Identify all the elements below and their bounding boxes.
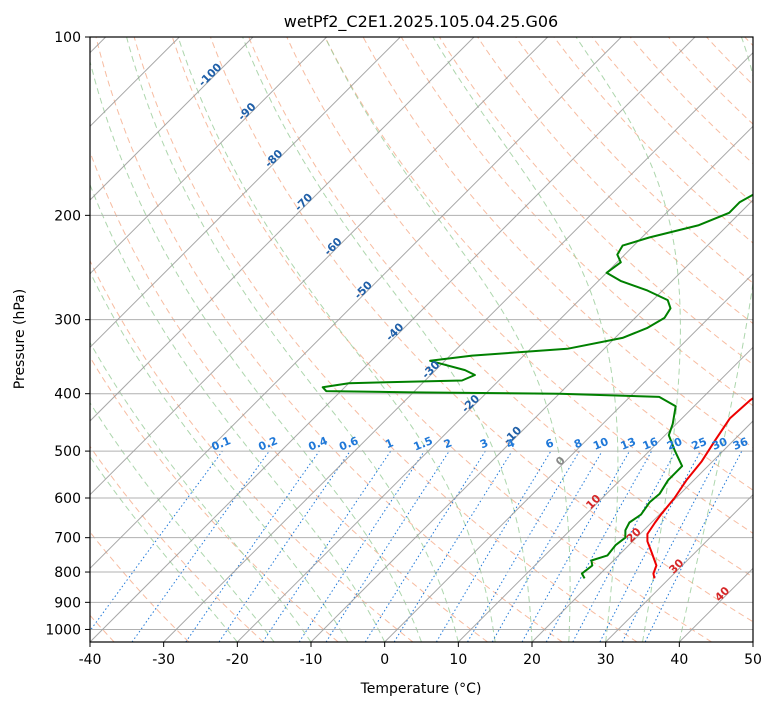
dry-adiabat	[90, 445, 264, 642]
dry-adiabat	[591, 37, 753, 204]
mixing-ratio-label: 2	[442, 436, 454, 451]
mixing-ratio-line	[364, 450, 486, 642]
dry-adiabat	[477, 37, 753, 325]
moist-adiabats	[90, 37, 753, 642]
moist-adiabat	[324, 37, 571, 642]
moist-adiabat	[678, 37, 753, 642]
mixing-ratio-label: 20	[665, 435, 684, 453]
mixing-ratio-line	[491, 450, 603, 642]
mixing-ratio-line	[218, 450, 351, 642]
isotherm	[384, 272, 753, 642]
isotherm	[90, 37, 622, 570]
x-tick-label: 0	[380, 652, 389, 668]
profiles	[321, 193, 753, 579]
mixing-ratio-line	[572, 450, 677, 642]
moist-adiabat	[90, 455, 238, 642]
isotherm	[90, 37, 254, 201]
moist-adiabat	[432, 37, 619, 642]
moist-adiabat	[90, 59, 422, 642]
dry-adiabat	[324, 37, 753, 491]
background-lines	[90, 37, 753, 642]
x-tick-label: -40	[79, 652, 102, 668]
x-tick-label: 30	[597, 652, 615, 668]
moist-adiabat	[90, 271, 349, 642]
mixing-ratio-label: 1	[383, 436, 395, 451]
mixing-ratio-line	[393, 450, 513, 642]
mixing-ratio-line	[90, 450, 223, 632]
mixing-ratio-label: 30	[710, 435, 729, 453]
moist-adiabat	[242, 37, 533, 642]
plot-area	[90, 37, 753, 642]
dry-adiabat	[90, 259, 414, 642]
moist-adiabat	[90, 401, 275, 642]
isotherm	[605, 493, 753, 642]
y-axis-ticks: 100 200 300 400 500 600 700 800 900 1000	[45, 30, 90, 638]
temperature-profile	[646, 397, 753, 579]
moist-adiabat	[126, 37, 459, 642]
isotherm	[236, 125, 753, 642]
y-tick-label: 900	[54, 595, 81, 611]
x-tick-label: 50	[744, 652, 762, 668]
dry-adiabat	[629, 37, 753, 165]
y-tick-label: 700	[54, 531, 81, 547]
isotherm	[163, 51, 753, 642]
mixing-ratio-label: 16	[641, 435, 660, 453]
y-tick-label: 400	[54, 387, 81, 403]
x-tick-label: -10	[300, 652, 323, 668]
y-axis-label: Pressure (hPa)	[12, 289, 28, 389]
dry-adiabat	[515, 37, 753, 284]
mixing-ratio-line	[325, 450, 450, 642]
mixing-ratio-label: 25	[690, 435, 709, 453]
x-tick-label: 20	[523, 652, 541, 668]
mixing-ratio-line	[131, 450, 270, 642]
dewpoint-profile	[321, 193, 753, 579]
isotherm	[457, 346, 753, 642]
moist-adiabat	[575, 37, 681, 642]
x-axis-ticks: -40 -30 -20 -10 0 10 20 30 40 50	[79, 642, 762, 668]
y-tick-label: 300	[54, 313, 81, 329]
x-tick-label: 40	[670, 652, 688, 668]
x-tick-label: 10	[449, 652, 467, 668]
mixing-ratio-label: 36	[731, 435, 750, 453]
isotherm	[90, 37, 475, 422]
y-tick-label: 800	[54, 565, 81, 581]
plot-frame	[89, 36, 754, 643]
mixing-ratio-label: 8	[572, 436, 584, 451]
moist-adiabat	[177, 37, 496, 642]
dry-adiabat	[133, 37, 638, 642]
mixing-ratio-label: 3	[478, 436, 490, 451]
moist-adiabat	[90, 183, 386, 642]
isotherm	[90, 37, 401, 349]
pressure-gridlines	[90, 37, 753, 630]
x-tick-label: -30	[152, 652, 175, 668]
isotherm	[90, 37, 696, 642]
chart-title: wetPf2_C2E1.2025.105.04.25.G06	[284, 12, 558, 32]
y-tick-label: 1000	[45, 622, 81, 638]
y-tick-label: 500	[54, 444, 81, 460]
isotherm	[531, 420, 753, 642]
dry-adiabat	[210, 37, 753, 623]
dry-adiabat	[248, 37, 753, 578]
isotherm	[90, 37, 328, 275]
dry-adiabat	[400, 37, 753, 407]
y-tick-label: 600	[54, 491, 81, 507]
x-tick-label: -20	[226, 652, 249, 668]
mixing-ratio-lines	[90, 450, 743, 642]
mixing-ratio-label: 13	[619, 435, 638, 453]
mixing-ratio-line	[185, 450, 320, 642]
y-tick-label: 200	[54, 208, 81, 224]
mixing-ratio-line	[521, 450, 630, 642]
mixing-ratio-line	[435, 450, 552, 642]
y-tick-label: 100	[54, 30, 81, 46]
mixing-ratio-line	[467, 450, 580, 642]
x-axis-label: Temperature (°C)	[360, 681, 482, 697]
mixing-ratio-label: 10	[591, 435, 610, 453]
isotherm	[90, 37, 549, 496]
dry-adiabat	[95, 37, 563, 642]
